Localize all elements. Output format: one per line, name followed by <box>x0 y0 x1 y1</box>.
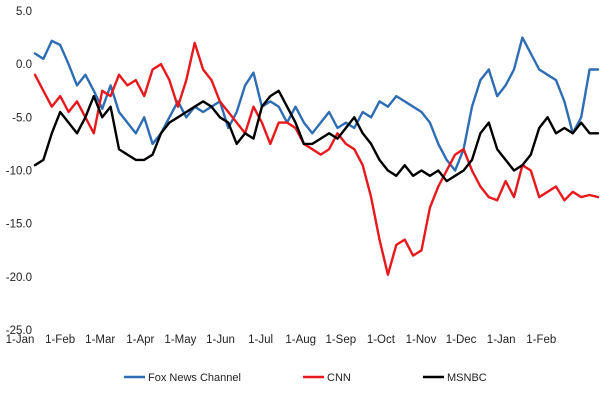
x-tick-label: 1-Feb <box>45 334 75 346</box>
legend-label: CNN <box>327 372 351 384</box>
y-tick-label: 5.0 <box>16 6 32 18</box>
y-tick-label: -20.0 <box>6 272 32 284</box>
x-tick-label: 1-Apr <box>126 334 154 346</box>
x-tick-label: 1-Jan <box>487 334 516 346</box>
y-axis: 5.0 0.0 -5.0 -10.0 -15.0 -20.0 -25.0 <box>6 6 32 337</box>
legend-label: MSNBC <box>447 372 487 384</box>
y-tick-label: 0.0 <box>16 59 32 71</box>
x-tick-label: 1-Sep <box>325 334 356 346</box>
y-tick-label: -25.0 <box>6 325 32 337</box>
legend: Fox News Channel CNN MSNBC <box>124 372 487 384</box>
y-tick-label: -5.0 <box>12 112 32 124</box>
x-tick-label: 1-Aug <box>285 334 316 346</box>
x-tick-label: 1-Oct <box>367 334 396 346</box>
x-tick-label: 1-Jan <box>6 334 35 346</box>
series-line-msnbc <box>33 89 600 183</box>
x-tick-label: 1-Dec <box>446 334 477 346</box>
x-tick-label: 1-Jun <box>206 334 235 346</box>
x-axis: 1-Jan 1-Feb 1-Mar 1-Apr 1-May 1-Jun 1-Jul 1-Aug… <box>6 334 557 346</box>
plot-lines <box>33 36 600 276</box>
y-tick-label: -15.0 <box>6 219 32 231</box>
y-tick-label: -10.0 <box>6 166 32 178</box>
series-line-fox-news-channel <box>33 36 600 172</box>
series-line-cnn <box>33 41 600 276</box>
x-tick-label: 1-Nov <box>406 334 437 346</box>
x-tick-label: 1-May <box>164 334 196 346</box>
x-tick-label: 1-Feb <box>526 334 556 346</box>
x-tick-label: 1-Mar <box>85 334 115 346</box>
x-tick-label: 1-Jul <box>248 334 273 346</box>
legend-label: Fox News Channel <box>148 372 241 384</box>
